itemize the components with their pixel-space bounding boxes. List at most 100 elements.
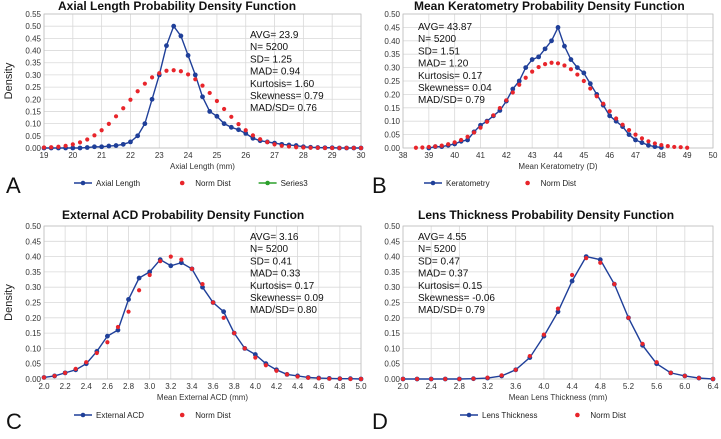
norm-dist-point [306, 375, 311, 380]
norm-dist-point [272, 142, 277, 147]
panel-d: 0.00 0.05 0.10 0.15 0.20 0.25 0.30 0.35 0.40 0.45… [372, 208, 719, 434]
norm-dist-point [56, 144, 61, 149]
norm-dist-point [207, 90, 212, 96]
plot-area-frame [402, 225, 714, 380]
norm-dist-point [459, 137, 464, 143]
norm-dist-point [620, 122, 625, 127]
norm-dist-point [210, 300, 216, 305]
panel-c: 0.00 0.05 0.10 0.15 0.20 0.25 0.30 0.35 0.40 0.45… [3, 208, 367, 434]
y-tick-label: 0.05 [384, 360, 400, 369]
norm-dist-point [652, 141, 657, 146]
stat-line: MAD= 1.20 [418, 59, 469, 70]
norm-dist-point [358, 145, 364, 151]
series-0 [41, 257, 364, 382]
norm-dist-point [41, 145, 47, 150]
norm-dist-point [413, 145, 419, 150]
norm-dist-point [668, 370, 673, 375]
data-point [77, 145, 83, 151]
chart-title: Mean Keratometry Probability Density Fun… [414, 0, 685, 13]
panel-letter: A [6, 173, 21, 198]
legend-label: Series3 [281, 179, 309, 188]
norm-dist-point [63, 370, 68, 375]
norm-dist-point [105, 340, 110, 345]
x-tick-label: 4.4 [292, 382, 304, 391]
norm-dist-point [358, 376, 364, 382]
stat-line: MAD= 0.94 [250, 67, 301, 78]
data-point [178, 33, 184, 39]
data-point [568, 57, 574, 62]
y-tick-label: 0.25 [384, 77, 400, 86]
norm-dist-point [265, 140, 270, 145]
data-point [228, 124, 234, 130]
norm-dist-point [137, 288, 142, 293]
chart-title: Lens Thickness Probability Density Funct… [418, 208, 674, 222]
norm-dist-point [179, 257, 184, 262]
y-tick-label: 0.20 [25, 95, 41, 104]
data-point [555, 309, 561, 315]
y-tick-label: 0.50 [384, 222, 400, 231]
data-point [465, 137, 470, 143]
data-point [652, 144, 658, 150]
norm-dist-point [659, 142, 664, 148]
x-tick-label: 21 [97, 151, 106, 160]
norm-dist-point [126, 309, 131, 314]
data-point [135, 133, 141, 139]
norm-dist-point [685, 145, 690, 150]
stat-line: N= 5200 [418, 34, 457, 45]
y-tick-label: 0.45 [25, 34, 41, 43]
stat-line: AVG= 43.87 [418, 22, 472, 33]
y-tick-label: 0.45 [25, 237, 41, 246]
panel-letter: C [6, 409, 22, 434]
norm-dist-point [536, 64, 541, 70]
norm-dist-point [471, 376, 476, 381]
y-tick-label: 0.10 [25, 344, 41, 353]
data-point [562, 43, 567, 49]
x-axis-label: Mean Keratometry (D) [518, 162, 597, 171]
x-tick-label: 23 [155, 151, 164, 160]
y-tick-label: 0.05 [25, 360, 41, 369]
norm-dist-point [147, 272, 152, 278]
x-tick-label: 42 [502, 151, 511, 160]
x-tick-label: 3.0 [144, 382, 156, 391]
norm-dist-point [193, 77, 198, 82]
y-tick-label: 0.05 [384, 131, 400, 140]
stat-line: MAD/SD= 0.79 [418, 305, 485, 316]
x-tick-label: 30 [357, 151, 366, 160]
norm-dist-point [52, 373, 57, 379]
stat-line: N= 5200 [250, 244, 289, 255]
x-tick-label: 3.6 [208, 382, 220, 391]
stat-line: Kurtosis= 0.17 [250, 281, 315, 292]
norm-dist-point [478, 125, 483, 130]
norm-dist-point [530, 69, 535, 74]
y-tick-label: 0.40 [384, 253, 400, 262]
data-point [120, 141, 126, 147]
legend-swatch-marker [430, 180, 436, 186]
legend-swatch-marker [179, 412, 185, 418]
data-point [221, 309, 227, 315]
series-1 [41, 254, 364, 382]
y-tick-label: 0.10 [384, 117, 400, 126]
x-tick-label: 47 [631, 151, 640, 160]
norm-dist-point [337, 376, 342, 381]
norm-dist-point [499, 373, 504, 378]
norm-dist-point [541, 332, 547, 337]
norm-dist-point [106, 121, 111, 126]
norm-dist-point [484, 119, 490, 124]
data-point [136, 275, 142, 281]
legend-label: Axial Length [96, 179, 140, 188]
norm-dist-point [232, 331, 237, 336]
data-point [164, 43, 169, 49]
norm-dist-point [523, 75, 528, 80]
norm-dist-point [135, 89, 140, 94]
norm-dist-point [63, 143, 68, 148]
x-tick-label: 4.8 [334, 382, 346, 391]
data-point [597, 257, 603, 263]
data-point [207, 109, 213, 114]
stat-line: Skewness= 0.79 [250, 91, 324, 102]
legend-swatch-marker [525, 180, 530, 186]
norm-dist-point [274, 368, 279, 373]
y-tick-label: 0.40 [25, 253, 41, 262]
norm-dist-point [513, 367, 518, 372]
norm-dist-point [286, 144, 292, 149]
